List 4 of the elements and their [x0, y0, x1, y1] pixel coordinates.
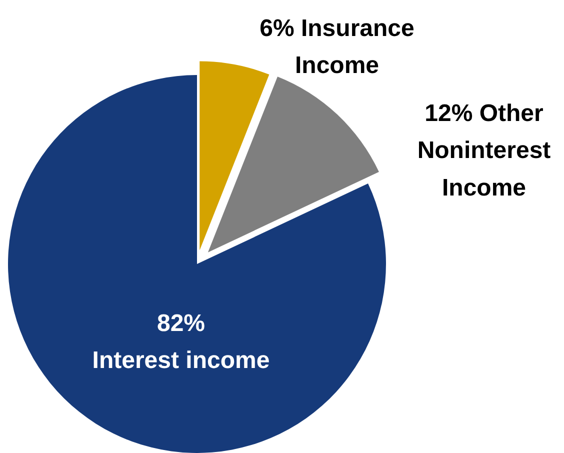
data-label: 82% [156, 310, 206, 338]
slice-label: Interest income [92, 348, 270, 375]
slice-label: 6% Insurance Income [260, 15, 414, 80]
slice-label: 12% Other Noninterest Income [417, 100, 551, 202]
